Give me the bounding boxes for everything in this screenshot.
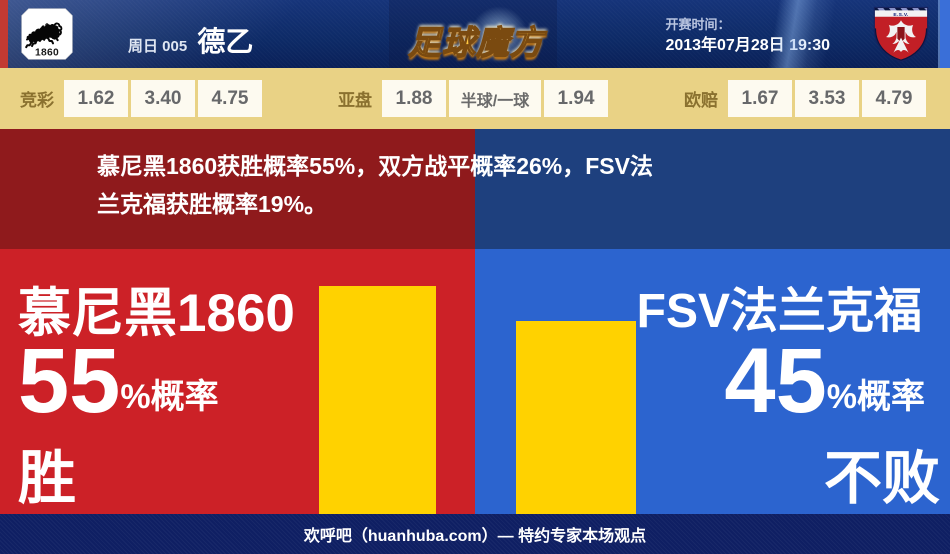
svg-text:1860: 1860 (35, 48, 59, 59)
svg-text:E.S.V.: E.S.V. (893, 12, 909, 18)
